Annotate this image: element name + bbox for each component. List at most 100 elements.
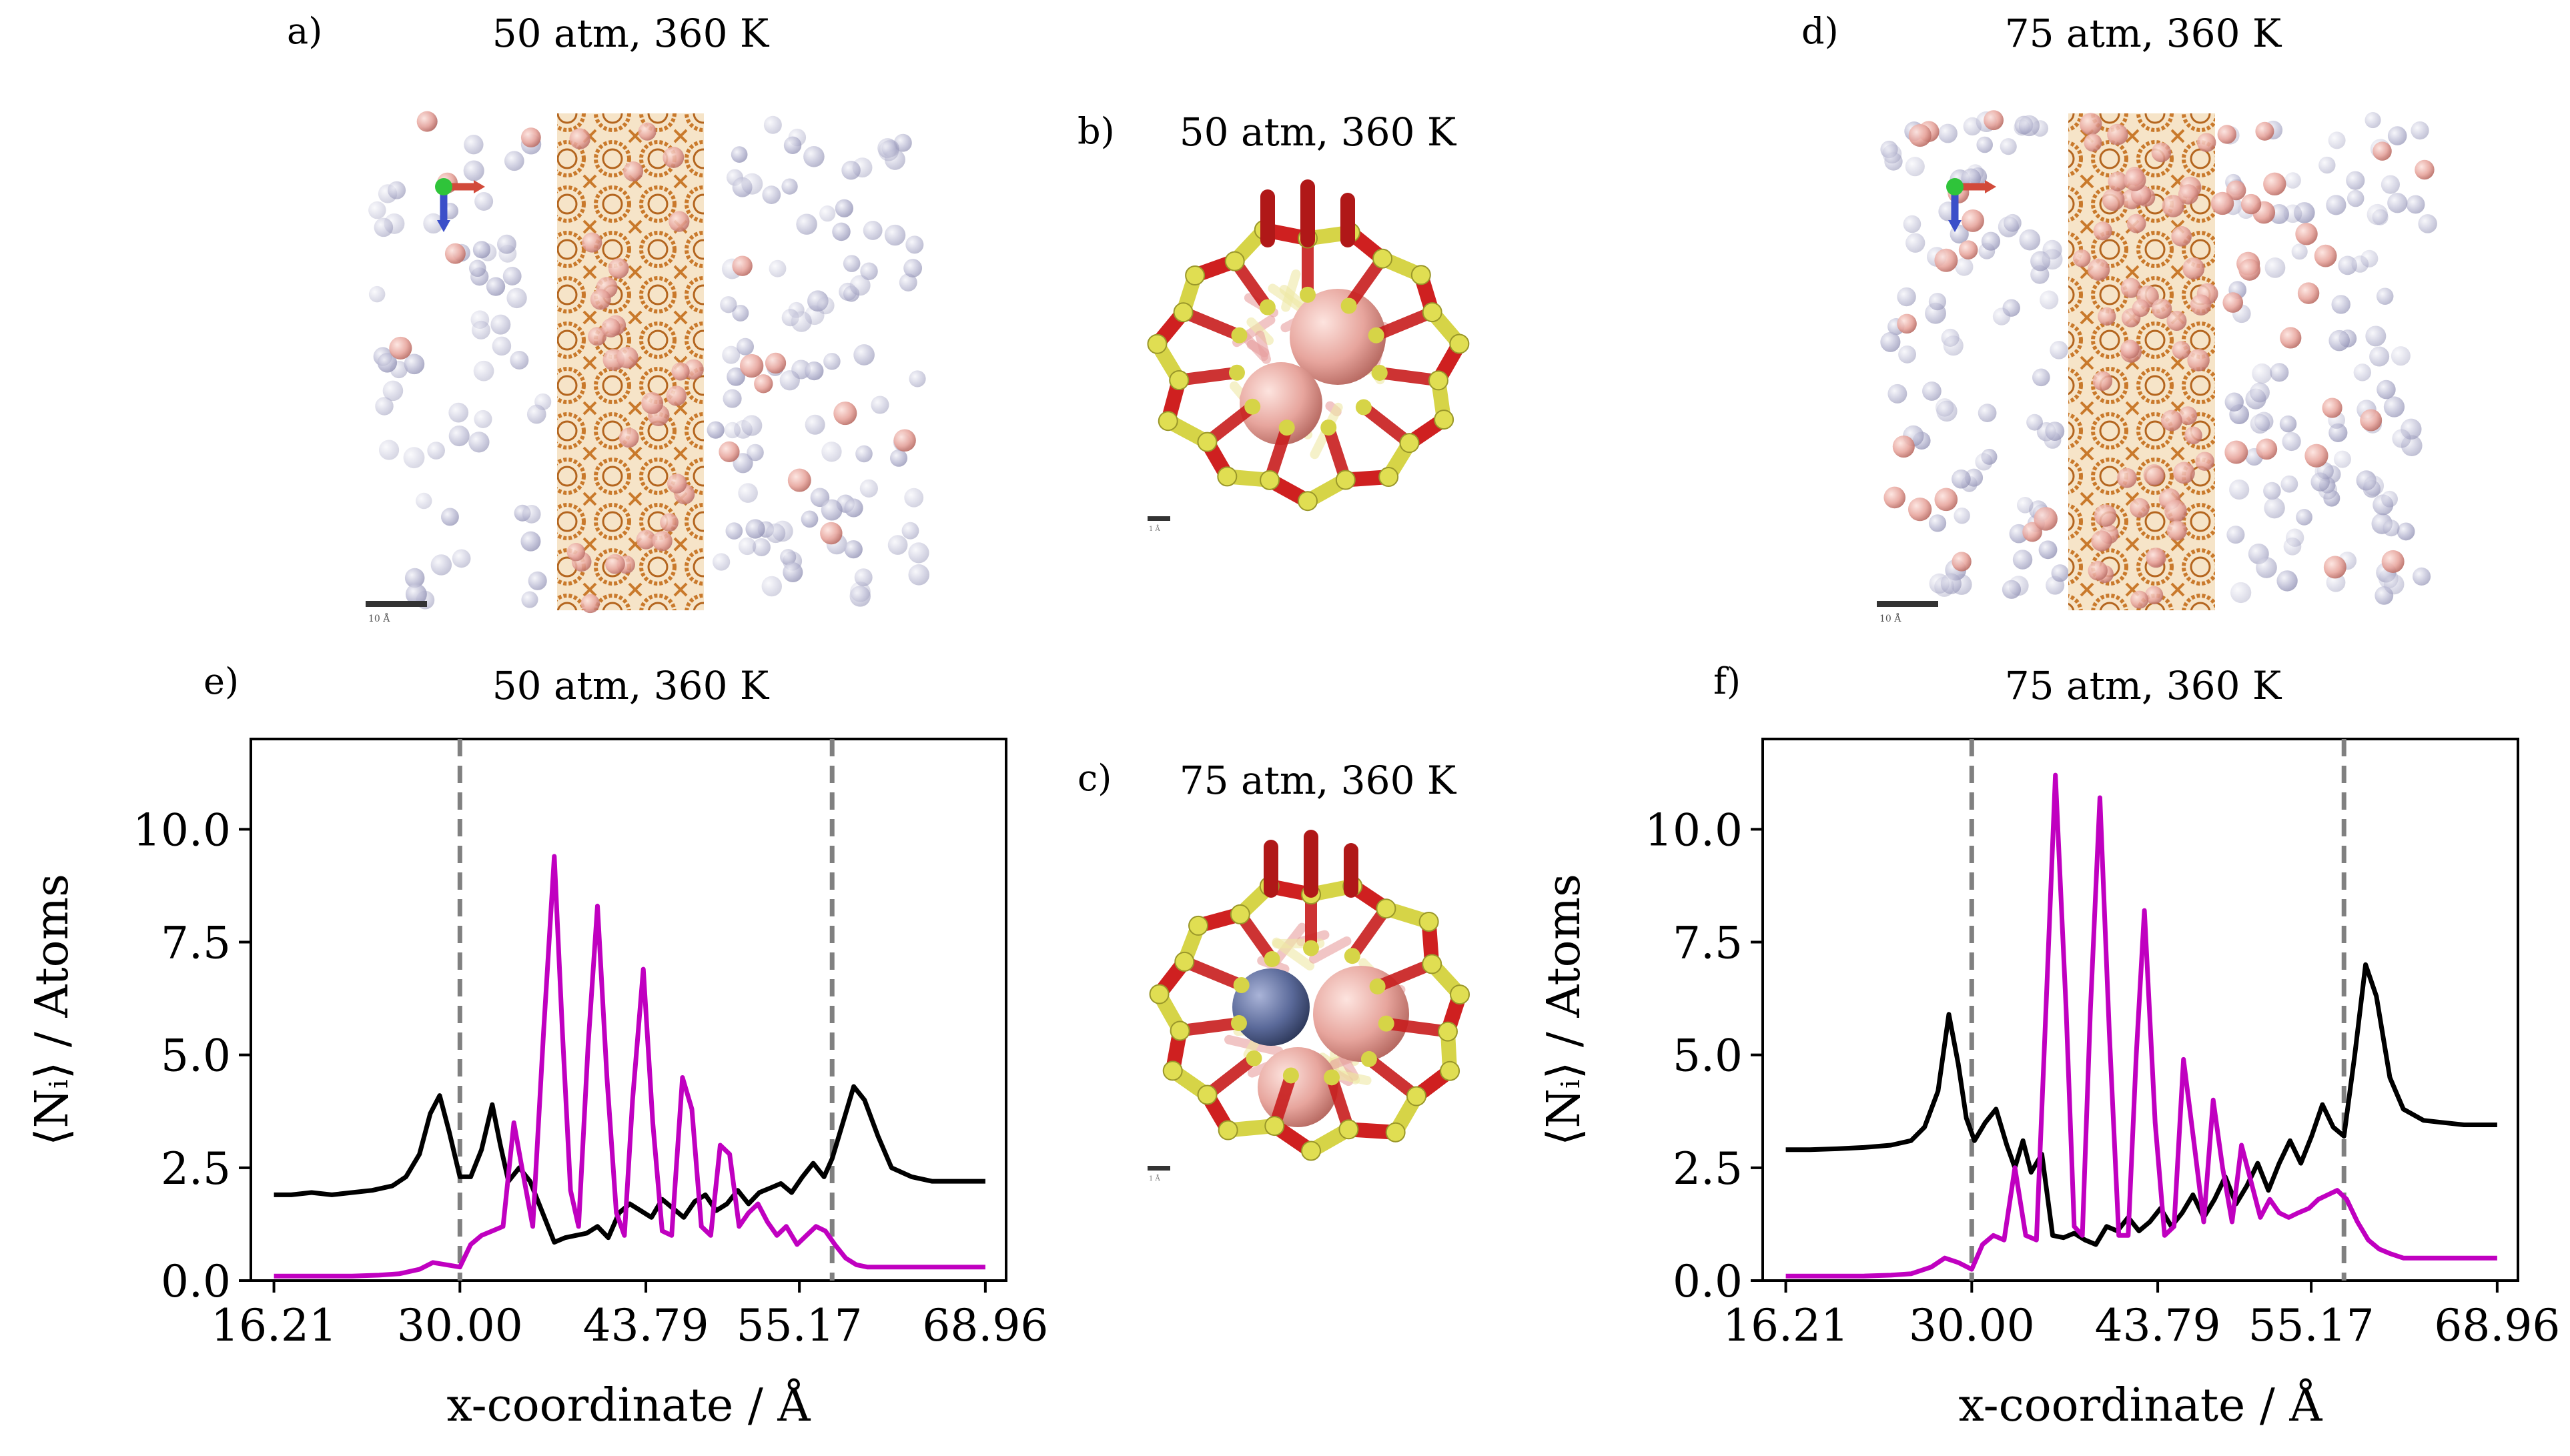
guest-molecule <box>1907 497 1932 522</box>
background-molecule <box>2328 329 2350 351</box>
background-molecule <box>2291 243 2308 260</box>
background-molecule <box>423 213 444 234</box>
background-molecule <box>520 531 541 552</box>
guest-molecule <box>1897 313 1917 334</box>
silicon-atom <box>1410 265 1431 285</box>
scale-bar-a-label: 10 Å <box>368 612 390 624</box>
background-molecule <box>871 396 889 414</box>
silicon-atom <box>1158 411 1178 432</box>
silicon-atom <box>1324 1069 1340 1086</box>
guest-molecule <box>2295 223 2318 245</box>
panel-b-letter: b) <box>1078 110 1115 152</box>
panel-d-letter: d) <box>1801 10 1839 52</box>
guest-molecule <box>893 429 916 452</box>
background-molecule <box>821 442 842 462</box>
background-molecule <box>2369 346 2390 367</box>
background-molecule <box>745 519 765 539</box>
background-molecule <box>731 146 748 163</box>
x-tick-label: 43.79 <box>583 1300 709 1351</box>
background-molecule <box>2346 189 2365 207</box>
axes-triad-icon <box>435 178 485 232</box>
y-axis-label: ⟨Nᵢ⟩ / Atoms <box>1538 874 1591 1146</box>
silicon-atom <box>1197 1084 1218 1105</box>
background-molecule <box>796 213 817 235</box>
background-molecule <box>1905 233 1925 253</box>
guest-molecule <box>2034 507 2058 531</box>
silicon-atom <box>1437 1021 1458 1042</box>
guest-molecule <box>2084 133 2102 152</box>
panel-c-letter: c) <box>1078 757 1112 799</box>
silicon-atom <box>1369 978 1386 994</box>
background-molecule <box>2230 582 2252 604</box>
background-molecule <box>859 479 878 498</box>
background-molecule <box>374 217 394 237</box>
guest-molecule <box>652 531 673 552</box>
axes-triad-icon <box>1946 178 1996 232</box>
background-molecule <box>490 314 511 335</box>
guest-molecule <box>2132 299 2150 317</box>
background-molecule <box>2276 570 2298 592</box>
background-molecule <box>783 562 803 582</box>
guest-molecule <box>623 161 644 181</box>
silicon-atom <box>1217 466 1238 487</box>
guest-atom-pink <box>1240 362 1322 445</box>
guest-molecule <box>2187 349 2210 372</box>
background-molecule <box>2387 193 2408 213</box>
series-line-inside-framework <box>274 854 985 1279</box>
background-molecule <box>761 576 783 597</box>
guest-molecule <box>1883 486 1906 509</box>
silicon-atom <box>1230 904 1250 924</box>
silicon-atom <box>1376 898 1396 919</box>
plot-frame <box>250 738 1007 1282</box>
background-molecule <box>853 344 875 366</box>
x-tick-label: 30.00 <box>397 1300 523 1351</box>
background-molecule <box>747 444 764 462</box>
silicon-atom <box>1230 1015 1247 1032</box>
background-molecule <box>504 151 524 171</box>
background-molecule <box>486 277 506 296</box>
guest-molecule <box>2322 398 2342 418</box>
background-molecule <box>909 370 926 388</box>
background-molecule <box>1981 231 2001 251</box>
guest-molecule <box>1892 436 1915 458</box>
background-molecule <box>1952 469 1971 489</box>
background-molecule <box>497 234 516 254</box>
background-molecule <box>2333 450 2351 468</box>
background-molecule <box>2264 497 2285 519</box>
scale-bar-d: 10 Å <box>1877 601 1938 624</box>
guest-molecule <box>444 243 466 264</box>
background-molecule <box>2296 509 2312 526</box>
chart-f-title: 75 atm, 360 K <box>2005 663 2282 708</box>
silicon-atom <box>1278 420 1295 436</box>
silicon-atom <box>1246 1050 1262 1066</box>
guest-molecule <box>2088 560 2108 581</box>
guest-molecule <box>2151 142 2172 163</box>
x-tick-label: 55.17 <box>737 1300 863 1351</box>
background-molecule <box>474 410 492 428</box>
x-tick-label: 68.96 <box>922 1300 1048 1351</box>
background-molecule <box>855 445 873 463</box>
background-molecule <box>528 571 547 590</box>
background-molecule <box>2026 414 2043 431</box>
background-molecule <box>2282 432 2301 452</box>
background-molecule <box>727 367 745 386</box>
background-molecule <box>2328 131 2346 149</box>
background-molecule <box>2002 580 2022 599</box>
background-molecule <box>2383 520 2400 537</box>
silicon-atom <box>1344 948 1360 964</box>
silicon-atom <box>1170 1020 1190 1041</box>
background-molecule <box>427 442 445 460</box>
background-molecule <box>2318 156 2336 174</box>
background-molecule <box>901 522 919 540</box>
background-molecule <box>492 336 512 356</box>
background-molecule <box>368 201 386 219</box>
guest-molecule <box>416 111 438 132</box>
background-molecule <box>1922 382 1942 401</box>
chart-e: e) 50 atm, 360 K 16.21 30.00 43.79 55.17 68.… <box>26 660 1048 1432</box>
guest-molecule <box>2146 547 2166 568</box>
background-molecule <box>2250 382 2270 403</box>
silicon-atom <box>1406 1086 1427 1107</box>
silicon-atom <box>1428 370 1448 391</box>
y-tick-label: 2.5 <box>1673 1143 1743 1195</box>
guest-molecule <box>2255 121 2274 141</box>
